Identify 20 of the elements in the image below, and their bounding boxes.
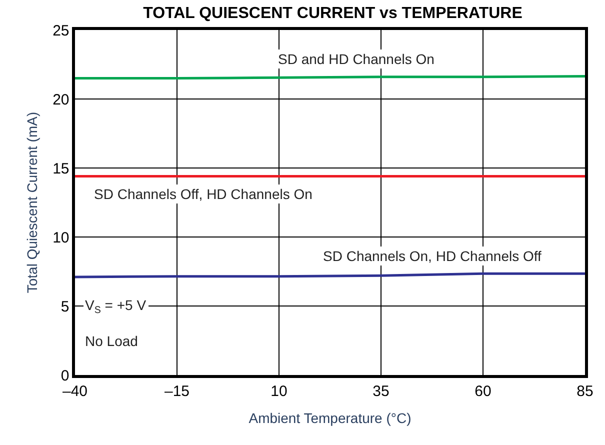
x-tick-label: –15 (164, 382, 190, 400)
x-tick-label: –40 (62, 382, 88, 400)
chart-title: TOTAL QUIESCENT CURRENT vs TEMPERATURE (143, 4, 523, 22)
series-label: SD Channels Off, HD Channels On (94, 186, 312, 202)
y-tick-label: 15 (52, 160, 70, 178)
y-tick-label: 5 (60, 298, 70, 316)
annotation: No Load (85, 333, 138, 349)
series-label: SD Channels On, HD Channels Off (323, 248, 542, 264)
y-tick-label: 10 (52, 229, 70, 246)
x-axis-title: Ambient Temperature (°C) (248, 410, 412, 426)
x-tick-label: 35 (372, 382, 390, 400)
series-label: SD and HD Channels On (278, 51, 434, 67)
y-tick-label: 25 (52, 22, 70, 40)
annotation: V$_{S}$ = +5 V (85, 297, 147, 316)
x-tick-label: 85 (576, 382, 594, 400)
y-axis-title: Total Quiescent Current (mA) (24, 112, 40, 294)
y-tick-label: 20 (52, 91, 70, 108)
x-tick-label: 10 (270, 382, 288, 400)
x-tick-label: 60 (474, 382, 492, 400)
y-tick-label: 0 (60, 367, 70, 384)
